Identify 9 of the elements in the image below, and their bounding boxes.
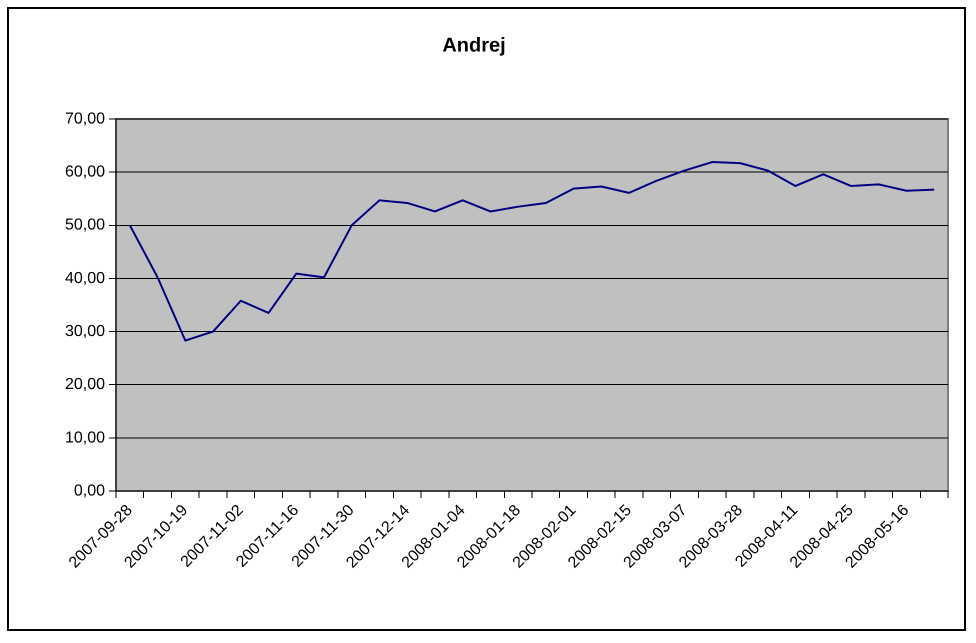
y-tick-label: 20,00 [64, 376, 106, 394]
y-tick-label: 50,00 [64, 216, 106, 234]
y-tick-label: 10,00 [64, 429, 106, 446]
y-tick-label: 70,00 [64, 110, 106, 128]
y-tick-label: 60,00 [64, 164, 106, 181]
y-tick-label: 0,00 [74, 482, 106, 500]
y-tick-label: 30,00 [64, 322, 106, 340]
chart-title: Andrej [442, 34, 506, 57]
y-tick-label: 40,00 [64, 270, 106, 287]
